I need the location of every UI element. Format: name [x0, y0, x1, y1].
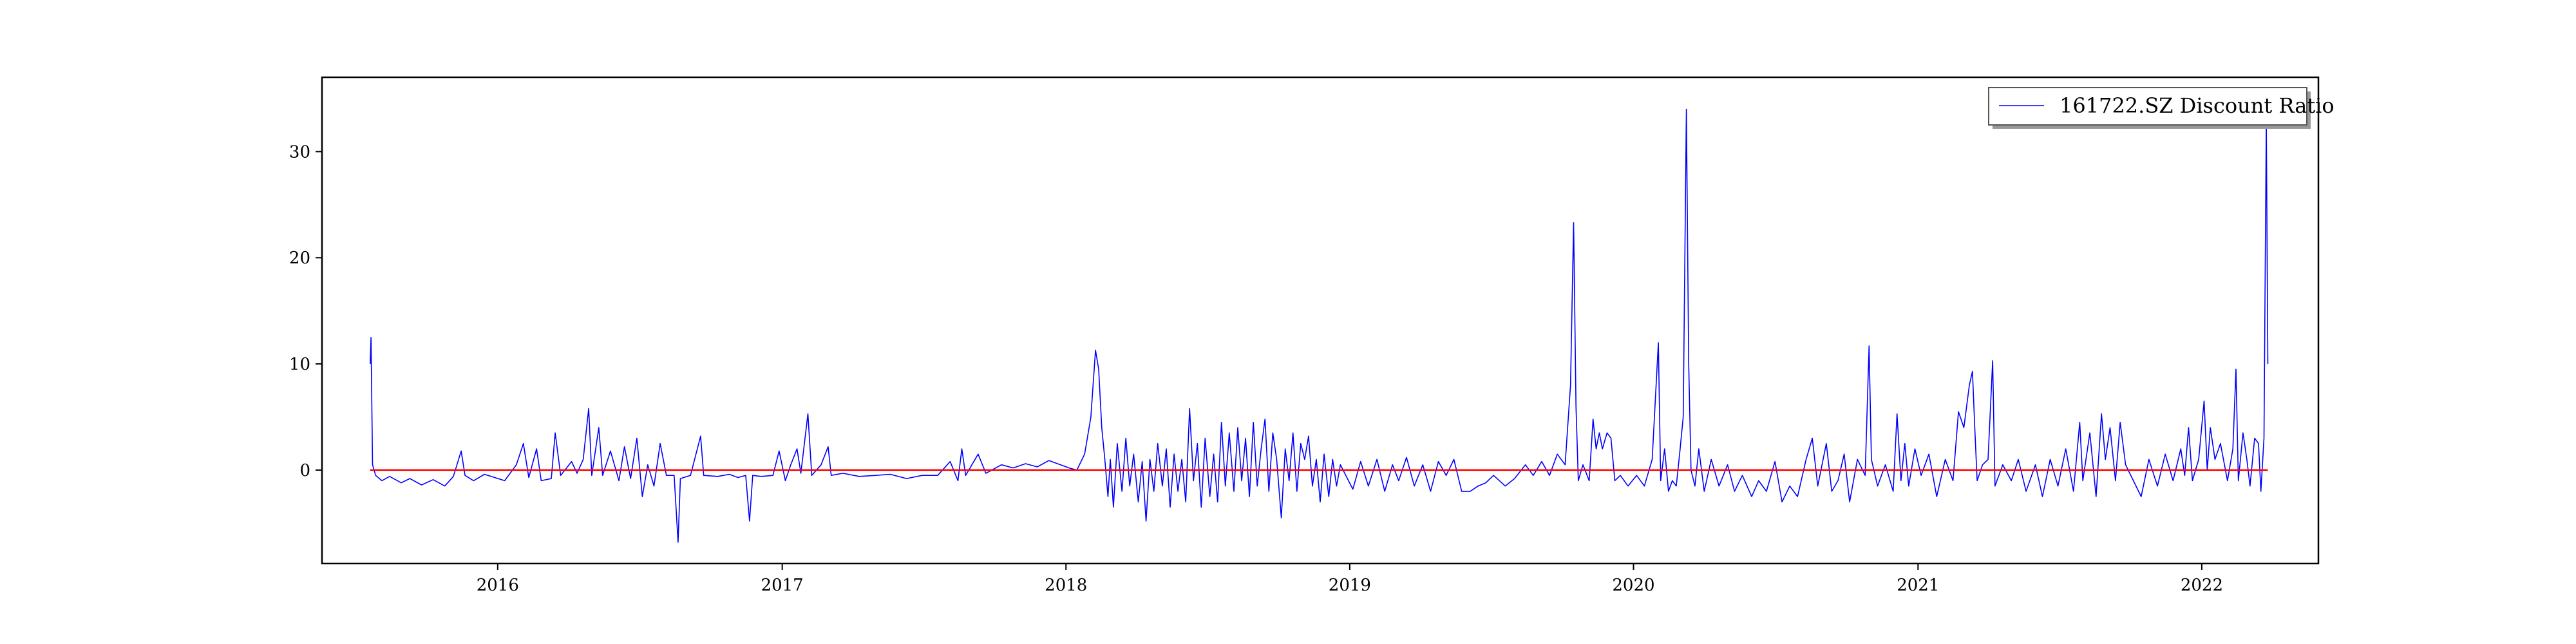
- x-tick-label: 2019: [1329, 576, 1371, 595]
- x-axis: 2016 2017 2018 2019 2020 2021 2022: [477, 564, 2223, 595]
- x-tick-label: 2020: [1612, 576, 1654, 595]
- x-tick-label: 2018: [1045, 576, 1087, 595]
- x-tick-label: 2021: [1897, 576, 1939, 595]
- series-line-0: [370, 108, 2269, 543]
- legend-box: [1988, 87, 2307, 126]
- legend: 161722.SZ Discount Ratio: [1988, 87, 2334, 129]
- legend-label: 161722.SZ Discount Ratio: [2060, 93, 2334, 118]
- x-tick-label: 2017: [761, 576, 804, 595]
- plot-area: [321, 76, 2320, 565]
- axes-frame: [321, 76, 2320, 565]
- y-tick-label: 0: [299, 461, 310, 480]
- series-group: [370, 108, 2269, 543]
- y-tick-label: 20: [289, 249, 310, 268]
- x-tick-label: 2022: [2181, 576, 2223, 595]
- y-tick-label: 10: [289, 355, 310, 374]
- x-tick-label: 2016: [477, 576, 519, 595]
- y-axis: 0 10 20 30: [289, 142, 322, 480]
- y-tick-label: 30: [289, 142, 310, 162]
